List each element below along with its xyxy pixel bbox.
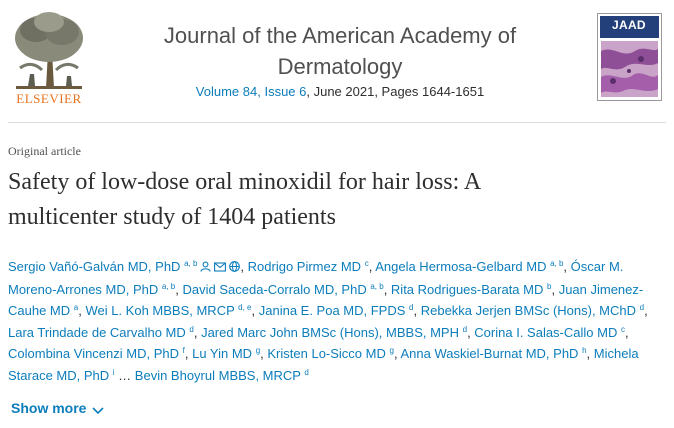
author-separator: , (240, 259, 248, 274)
author-link[interactable]: Kristen Lo-Sicco MD (267, 346, 386, 361)
author-separator: , (184, 346, 193, 361)
affiliation-superscript[interactable]: d, e (238, 303, 252, 312)
author-ellipsis: … (114, 367, 135, 383)
journal-cover-thumbnail[interactable]: JAAD (597, 13, 662, 101)
show-more-button[interactable]: Show more (11, 400, 105, 416)
affiliation-superscript[interactable]: i (112, 367, 115, 377)
affiliation-superscript[interactable]: d (639, 303, 645, 312)
author-separator: , (260, 346, 268, 361)
author-link[interactable]: Rebekka Jerjen BMSc (Hons), MChD (420, 303, 637, 318)
author-list: Sergio Vañó-Galván MD, PhD a, b, Rodrigo… (8, 256, 668, 386)
author-separator: , (644, 303, 648, 318)
author-link[interactable]: Sergio Vañó-Galván MD, PhD (8, 259, 181, 274)
cover-band (600, 16, 659, 38)
author-separator: , (624, 324, 629, 340)
author-separator: , (193, 324, 202, 340)
affiliation-superscript[interactable]: g (255, 346, 261, 355)
person-icon[interactable] (200, 257, 211, 279)
author-link[interactable]: Juan Jimenez-Cauhe MD (8, 281, 644, 319)
article-title: Safety of low-dose oral minoxidil for ha… (8, 169, 482, 230)
author-link[interactable]: Lu Yin MD (192, 346, 253, 361)
article-type: Original article (8, 144, 81, 158)
publisher-wordmark: ELSEVIER (16, 91, 82, 106)
author-separator: , (393, 346, 401, 361)
affiliation-superscript[interactable]: a, b (370, 281, 384, 291)
affiliation-superscript[interactable]: c (620, 324, 625, 334)
author-link[interactable]: Colombina Vincenzi MD, PhD (8, 346, 179, 361)
affiliation-superscript[interactable]: a (73, 303, 79, 312)
author-separator: , (251, 303, 259, 318)
affiliation-superscript[interactable]: c (364, 259, 369, 268)
author-link[interactable]: Angela Hermosa-Gelbard MD (375, 259, 547, 274)
author-separator: , (175, 281, 183, 297)
web-icon[interactable] (229, 257, 241, 279)
cover-histology-image (601, 41, 658, 97)
author-link[interactable]: Michela Starace MD, PhD (8, 346, 639, 383)
issue-date-pages: , June 2021, Pages 1644-1651 (306, 84, 485, 99)
author-link[interactable]: Wei L. Koh MBBS, MRCP (85, 303, 235, 318)
author-separator: , (413, 303, 421, 318)
elsevier-tree-logo[interactable] (8, 8, 90, 108)
cover-title: JAAD (612, 18, 646, 32)
affiliation-superscript[interactable]: a, b (550, 259, 564, 268)
chevron-down-icon (92, 407, 105, 415)
author-link[interactable]: Jared Marc John BMSc (Hons), MBBS, MPH (201, 324, 459, 340)
affiliation-superscript[interactable]: d (189, 324, 194, 334)
affiliation-superscript[interactable]: h (582, 346, 587, 355)
issue-info: Volume 84, Issue 6, June 2021, Pages 164… (150, 84, 530, 99)
author-link[interactable]: David Saceda-Corralo MD, PhD (182, 281, 367, 297)
journal-header: ELSEVIER Journal of the American Academy… (0, 0, 674, 122)
affiliation-superscript[interactable]: b (547, 281, 552, 291)
author-separator: , (368, 259, 376, 274)
affiliation-superscript[interactable]: d (409, 303, 414, 312)
affiliation-superscript[interactable]: a, b (184, 259, 198, 268)
author-link[interactable]: Rodrigo Pirmez MD (247, 259, 362, 274)
author-link[interactable]: Anna Waskiel-Burnat MD, PhD (400, 346, 579, 361)
affiliation-superscript[interactable]: d (462, 324, 468, 334)
header-divider (8, 122, 666, 123)
affiliation-superscript[interactable]: d (304, 367, 309, 377)
author-link[interactable]: Corina I. Salas-Callo MD (474, 324, 618, 340)
affiliation-superscript[interactable]: g (389, 346, 394, 355)
author-separator: , (383, 281, 391, 297)
author-link[interactable]: Janina E. Poa MD, FPDS (258, 303, 406, 318)
author-separator: , (563, 259, 571, 274)
email-icon[interactable] (214, 257, 227, 279)
author-separator: , (551, 281, 559, 297)
journal-title[interactable]: Journal of the American Academy of Derma… (163, 23, 517, 79)
affiliation-superscript[interactable]: f (182, 346, 185, 355)
author-link[interactable]: Lara Trindade de Carvalho MD (8, 324, 186, 340)
volume-issue-link[interactable]: Volume 84, Issue 6 (195, 84, 307, 99)
author-link[interactable]: Rita Rodrigues-Barata MD (390, 281, 544, 297)
author-separator: , (467, 324, 475, 340)
author-separator: , (586, 346, 594, 361)
author-link[interactable]: Bevin Bhoyrul MBBS, MRCP (134, 367, 301, 383)
affiliation-superscript[interactable]: a, b (161, 281, 176, 291)
author-link[interactable]: Óscar M. Moreno-Arrones MD, PhD (8, 259, 624, 297)
author-separator: , (78, 303, 86, 318)
